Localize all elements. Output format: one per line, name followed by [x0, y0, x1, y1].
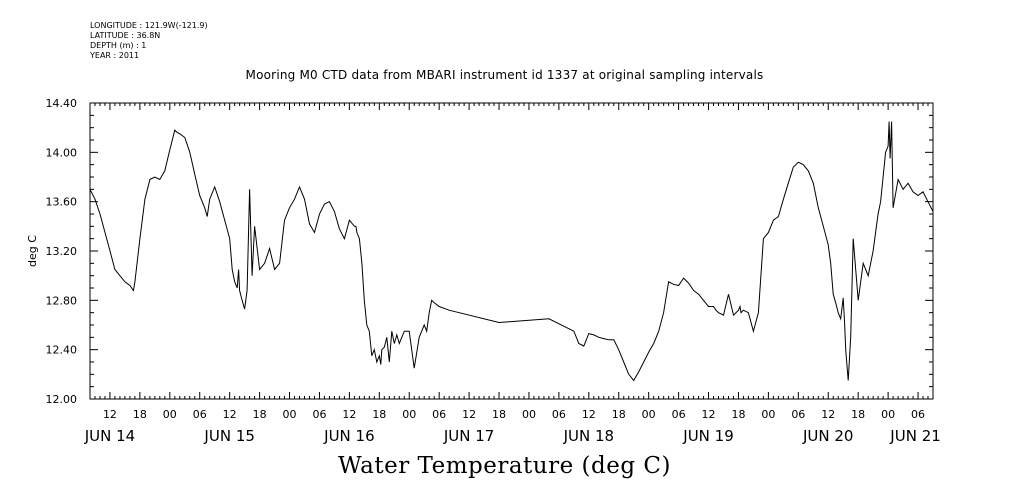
x-tick-labels: 12 18 00 06 12 18 00 06 12 18 00 06 12 18 00 06 12 18 00 06… [103, 408, 925, 421]
x-tick-label: 12 [821, 408, 835, 421]
year-label: YEAR : 2011 [90, 51, 140, 60]
x-day-label: JUN 17 [443, 427, 494, 445]
location-metadata: LONGITUDE : 121.9W(-121.9) LATITUDE : 36… [90, 21, 208, 61]
x-tick-label: 00 [522, 408, 536, 421]
x-day-labels: JUN 14 JUN 15 JUN 16 JUN 17 JUN 18 JUN 19 JUN … [84, 427, 941, 445]
y-tick-labels: 12.00 12.40 12.80 13.20 13.60 14.00 14.40 [46, 97, 78, 406]
x-day-label: JUN 21 [889, 427, 940, 445]
x-tick-label: 06 [911, 408, 925, 421]
x-tick-label: 06 [552, 408, 566, 421]
x-day-label: JUN 16 [323, 427, 374, 445]
water-temperature-line [89, 121, 934, 382]
y-tick-label: 12.80 [46, 294, 78, 307]
x-tick-label: 18 [612, 408, 626, 421]
x-tick-label: 00 [761, 408, 775, 421]
y-tick-label: 12.40 [46, 344, 78, 357]
x-tick-label: 06 [193, 408, 207, 421]
x-tick-label: 18 [372, 408, 386, 421]
y-tick-label: 13.20 [46, 245, 78, 258]
y-tick-label: 12.00 [46, 393, 78, 406]
x-tick-label: 18 [731, 408, 745, 421]
axis-ticks [89, 102, 934, 400]
y-tick-label: 13.60 [46, 196, 78, 209]
y-tick-label: 14.40 [46, 97, 78, 110]
x-tick-label: 12 [582, 408, 596, 421]
chart-title: Mooring M0 CTD data from MBARI instrumen… [245, 68, 764, 82]
x-day-label: JUN 18 [563, 427, 614, 445]
x-tick-label: 12 [223, 408, 237, 421]
depth-label: DEPTH (m) : 1 [90, 41, 147, 50]
x-tick-label: 18 [851, 408, 865, 421]
y-tick-label: 14.00 [46, 146, 78, 159]
x-tick-label: 06 [312, 408, 326, 421]
x-tick-label: 12 [462, 408, 476, 421]
longitude-label: LONGITUDE : 121.9W(-121.9) [90, 21, 208, 30]
x-tick-label: 00 [163, 408, 177, 421]
x-tick-label: 18 [133, 408, 147, 421]
x-tick-label: 12 [103, 408, 117, 421]
x-day-label: JUN 20 [802, 427, 853, 445]
x-tick-label: 00 [881, 408, 895, 421]
x-tick-label: 12 [342, 408, 356, 421]
x-day-label: JUN 14 [84, 427, 135, 445]
x-tick-label: 12 [702, 408, 716, 421]
x-tick-label: 06 [791, 408, 805, 421]
x-day-label: JUN 19 [682, 427, 733, 445]
x-tick-label: 00 [642, 408, 656, 421]
latitude-label: LATITUDE : 36.8N [90, 31, 161, 40]
y-axis-label: deg C [26, 235, 39, 267]
x-day-label: JUN 15 [203, 427, 254, 445]
x-tick-label: 06 [432, 408, 446, 421]
x-axis-title: Water Temperature (deg C) [338, 453, 671, 479]
x-tick-label: 00 [402, 408, 416, 421]
plot-frame [89, 102, 934, 400]
x-tick-label: 18 [253, 408, 267, 421]
x-tick-label: 06 [672, 408, 686, 421]
x-tick-label: 00 [283, 408, 297, 421]
x-tick-label: 18 [492, 408, 506, 421]
